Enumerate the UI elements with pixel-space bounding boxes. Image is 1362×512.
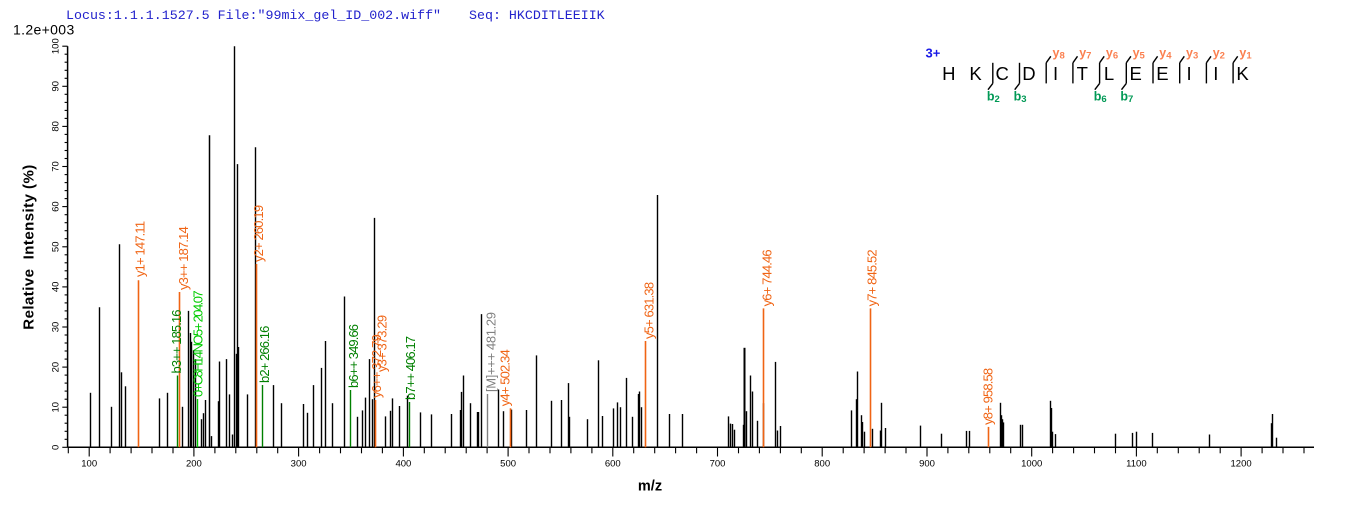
svg-text:20: 20 xyxy=(51,362,62,373)
svg-text:3+: 3+ xyxy=(926,45,941,60)
svg-text:40: 40 xyxy=(51,282,62,293)
svg-text:D: D xyxy=(1022,63,1035,84)
svg-text:90: 90 xyxy=(51,81,62,92)
svg-text:700: 700 xyxy=(710,459,726,470)
svg-text:1100: 1100 xyxy=(1126,459,1146,470)
svg-text:y3: y3 xyxy=(1186,46,1198,62)
svg-text:0: 0 xyxy=(51,445,62,450)
svg-text:60: 60 xyxy=(51,201,62,212)
svg-text:y8+ 958.58: y8+ 958.58 xyxy=(981,368,996,425)
svg-text:900: 900 xyxy=(919,459,935,470)
svg-text:1000: 1000 xyxy=(1021,459,1042,470)
svg-text:y5+ 631.38: y5+ 631.38 xyxy=(641,282,656,339)
svg-text:b7++ 406.17: b7++ 406.17 xyxy=(403,336,418,400)
svg-text:E: E xyxy=(1130,63,1142,84)
svg-text:600: 600 xyxy=(605,459,621,470)
svg-text:L: L xyxy=(1104,63,1114,84)
svg-text:b6: b6 xyxy=(1094,89,1107,105)
svg-text:Locus:1.1.1.1527.5 File:"99mix: Locus:1.1.1.1527.5 File:"99mix_gel_ID_00… xyxy=(66,8,441,23)
svg-text:b3++ 185.16: b3++ 185.16 xyxy=(169,310,184,374)
svg-text:I: I xyxy=(1213,63,1218,84)
svg-text:300: 300 xyxy=(291,459,307,470)
svg-text:b3: b3 xyxy=(1014,89,1027,105)
svg-text:m/z: m/z xyxy=(638,479,662,495)
svg-text:200: 200 xyxy=(186,459,202,470)
svg-text:100: 100 xyxy=(81,459,97,470)
svg-text:b6++ 349.66: b6++ 349.66 xyxy=(346,324,361,388)
svg-text:y3+ 373.29: y3+ 373.29 xyxy=(374,315,389,372)
svg-text:I: I xyxy=(1187,63,1192,84)
svg-text:y6: y6 xyxy=(1106,46,1118,62)
svg-text:400: 400 xyxy=(395,459,411,470)
svg-text:Seq: HKCDITLEEIIK: Seq: HKCDITLEEIIK xyxy=(469,8,605,23)
svg-text:y7+ 845.52: y7+ 845.52 xyxy=(865,250,880,307)
svg-text:y3++ 187.14: y3++ 187.14 xyxy=(176,226,191,290)
svg-text:b2: b2 xyxy=(987,89,1000,105)
svg-text:b7: b7 xyxy=(1120,89,1133,105)
svg-text:E: E xyxy=(1156,63,1168,84)
svg-text:1.2e+003: 1.2e+003 xyxy=(13,22,75,38)
svg-text:800: 800 xyxy=(814,459,830,470)
svg-text:1200: 1200 xyxy=(1231,459,1252,470)
svg-text:[M]+++ 481.29: [M]+++ 481.29 xyxy=(484,312,499,392)
svg-text:10: 10 xyxy=(51,402,62,413)
svg-text:y5: y5 xyxy=(1133,46,1146,62)
svg-text:K: K xyxy=(1236,63,1249,84)
svg-text:y1+ 147.11: y1+ 147.11 xyxy=(133,221,148,277)
svg-text:y6++ 372.79: y6++ 372.79 xyxy=(369,334,384,398)
svg-text:y4: y4 xyxy=(1159,46,1172,62)
svg-text:70: 70 xyxy=(51,161,62,172)
svg-text:y8: y8 xyxy=(1053,46,1065,62)
svg-text:0+C8H14NO5+ 204.07: 0+C8H14NO5+ 204.07 xyxy=(190,291,205,397)
svg-text:50: 50 xyxy=(51,242,62,253)
svg-text:500: 500 xyxy=(500,459,516,470)
svg-text:Relative Intensity (%): Relative Intensity (%) xyxy=(21,164,38,329)
svg-text:H: H xyxy=(942,63,955,84)
svg-text:30: 30 xyxy=(51,322,62,333)
svg-text:y1: y1 xyxy=(1239,46,1252,62)
svg-text:y2: y2 xyxy=(1213,46,1225,62)
svg-text:y4+ 502.34: y4+ 502.34 xyxy=(497,349,512,406)
svg-text:y7: y7 xyxy=(1079,46,1091,62)
svg-text:b2+ 266.16: b2+ 266.16 xyxy=(257,326,272,383)
svg-text:I: I xyxy=(1053,63,1058,84)
svg-text:T: T xyxy=(1077,63,1088,84)
svg-text:100: 100 xyxy=(51,38,62,54)
svg-text:y6+ 744.46: y6+ 744.46 xyxy=(759,250,774,307)
svg-text:80: 80 xyxy=(51,121,62,132)
svg-text:y2+ 260.19: y2+ 260.19 xyxy=(251,205,266,262)
svg-text:K: K xyxy=(969,63,982,84)
svg-text:C: C xyxy=(996,63,1009,84)
